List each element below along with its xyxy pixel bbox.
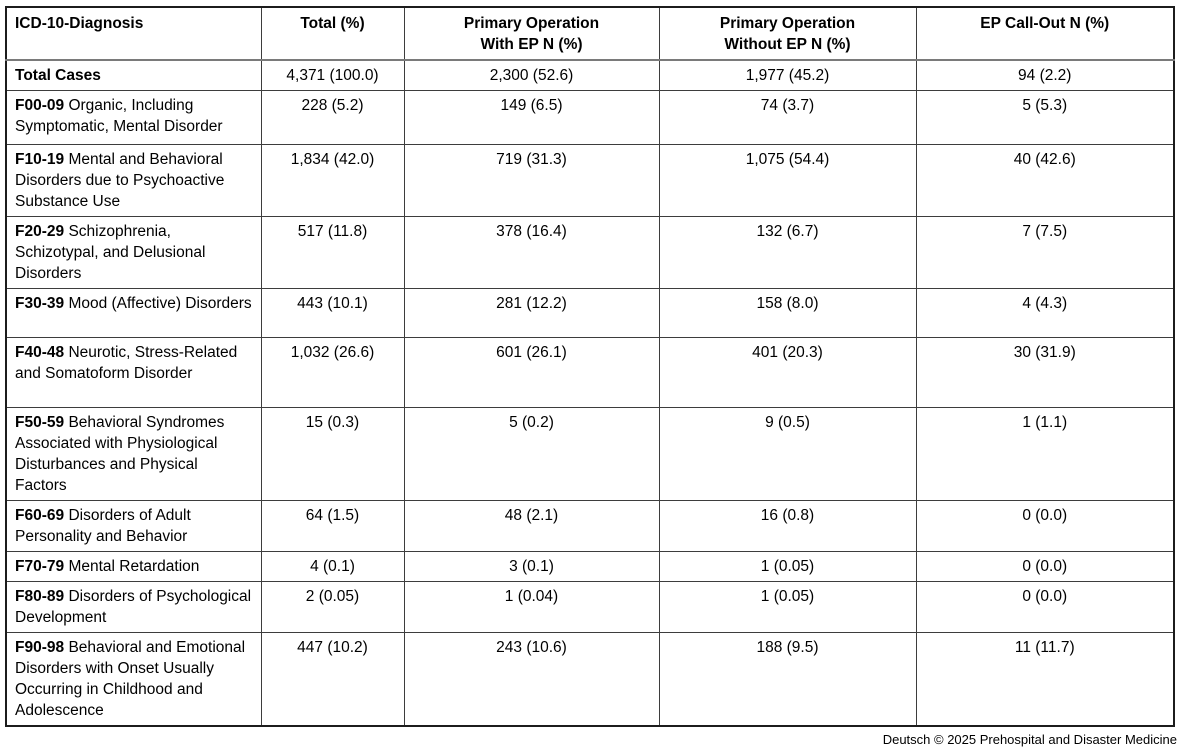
without-ep-cell: 9 (0.5) [658,407,917,501]
diagnosis-cell: F40-48 Neurotic, Stress-Related and Soma… [5,337,262,408]
diagnosis-cell: F20-29 Schizophrenia, Schizotypal, and D… [5,216,262,289]
diagnosis-label: Schizophrenia, Schizotypal, and Delusion… [15,223,206,282]
ep-callout-cell: 0 (0.0) [915,551,1175,582]
with-ep-cell: 1 (0.04) [403,581,660,633]
diagnosis-label: Mood (Affective) Disorders [68,295,252,312]
diagnosis-cell: F70-79 Mental Retardation [5,551,262,582]
total-cell: 15 (0.3) [260,407,405,501]
total-cell: 447 (10.2) [260,632,405,727]
icd-code: F20-29 [15,223,65,240]
ep-callout-cell: 7 (7.5) [915,216,1175,289]
with-ep-cell: 2,300 (52.6) [403,59,660,91]
diagnosis-cell: F80-89 Disorders of Psychological Develo… [5,581,262,633]
icd-code: F00-09 [15,97,65,114]
column-header-total: Total (%) [260,6,405,61]
diagnosis-cell: F90-98 Behavioral and Emotional Disorder… [5,632,262,727]
column-header-ep-callout: EP Call-Out N (%) [915,6,1175,61]
total-cell: 4 (0.1) [260,551,405,582]
without-ep-cell: 1,075 (54.4) [658,144,917,217]
without-ep-cell: 1 (0.05) [658,581,917,633]
without-ep-cell: 1 (0.05) [658,551,917,582]
total-cell: 517 (11.8) [260,216,405,289]
ep-callout-cell: 30 (31.9) [915,337,1175,408]
with-ep-cell: 378 (16.4) [403,216,660,289]
total-cell: 1,032 (26.6) [260,337,405,408]
diagnosis-label: Mental and Behavioral Disorders due to P… [15,151,225,210]
table-row-f00-09: F00-09 Organic, Including Symptomatic, M… [5,90,1175,145]
icd-code: F80-89 [15,588,65,605]
ep-callout-cell: 11 (11.7) [915,632,1175,727]
table-row-f80-89: F80-89 Disorders of Psychological Develo… [5,581,1175,633]
with-ep-cell: 3 (0.1) [403,551,660,582]
total-cell: 228 (5.2) [260,90,405,145]
table-row-f70-79: F70-79 Mental Retardation 4 (0.1) 3 (0.1… [5,551,1175,582]
diagnosis-label: Mental Retardation [68,558,200,575]
diagnosis-label: Behavioral and Emotional Disorders with … [15,639,246,719]
ep-callout-cell: 0 (0.0) [915,500,1175,552]
with-ep-cell: 243 (10.6) [403,632,660,727]
diagnosis-cell: F00-09 Organic, Including Symptomatic, M… [5,90,262,145]
table-row-f50-59: F50-59 Behavioral Syndromes Associated w… [5,407,1175,501]
icd-code: Total Cases [15,67,101,84]
diagnosis-cell: F60-69 Disorders of Adult Personality an… [5,500,262,552]
column-header-without-ep: Primary Operation Without EP N (%) [658,6,917,61]
diagnosis-label: Organic, Including Symptomatic, Mental D… [15,97,223,135]
table-row-f40-48: F40-48 Neurotic, Stress-Related and Soma… [5,337,1175,408]
diagnosis-label: Disorders of Psychological Development [15,588,252,626]
ep-callout-cell: 94 (2.2) [915,59,1175,91]
with-ep-cell: 281 (12.2) [403,288,660,338]
copyright-credit: Deutsch © 2025 Prehospital and Disaster … [882,732,1177,747]
without-ep-cell: 1,977 (45.2) [658,59,917,91]
icd-code: F60-69 [15,507,65,524]
ep-callout-cell: 0 (0.0) [915,581,1175,633]
total-cell: 1,834 (42.0) [260,144,405,217]
total-cell: 2 (0.05) [260,581,405,633]
without-ep-cell: 158 (8.0) [658,288,917,338]
without-ep-cell: 132 (6.7) [658,216,917,289]
icd-code: F10-19 [15,151,65,168]
with-ep-cell: 719 (31.3) [403,144,660,217]
column-header-with-ep: Primary Operation With EP N (%) [403,6,660,61]
with-ep-cell: 48 (2.1) [403,500,660,552]
icd-code: F90-98 [15,639,65,656]
total-cell: 64 (1.5) [260,500,405,552]
ep-callout-cell: 40 (42.6) [915,144,1175,217]
without-ep-cell: 74 (3.7) [658,90,917,145]
icd-code: F70-79 [15,558,65,575]
ep-callout-cell: 4 (4.3) [915,288,1175,338]
with-ep-cell: 149 (6.5) [403,90,660,145]
diagnosis-cell: F30-39 Mood (Affective) Disorders [5,288,262,338]
diagnosis-label: Neurotic, Stress-Related and Somatoform … [15,344,238,382]
table-row-f60-69: F60-69 Disorders of Adult Personality an… [5,500,1175,552]
with-ep-cell: 5 (0.2) [403,407,660,501]
ep-callout-cell: 1 (1.1) [915,407,1175,501]
total-cell: 443 (10.1) [260,288,405,338]
diagnosis-cell: Total Cases [5,59,262,91]
diagnosis-cell: F50-59 Behavioral Syndromes Associated w… [5,407,262,501]
table-row-total-cases: Total Cases 4,371 (100.0) 2,300 (52.6) 1… [5,59,1175,91]
icd10-diagnosis-table: ICD-10-Diagnosis Total (%) Primary Opera… [5,6,1175,727]
table-row-f30-39: F30-39 Mood (Affective) Disorders 443 (1… [5,288,1175,338]
without-ep-cell: 188 (9.5) [658,632,917,727]
icd-code: F40-48 [15,344,65,361]
table-row-f90-98: F90-98 Behavioral and Emotional Disorder… [5,632,1175,727]
diagnosis-label: Behavioral Syndromes Associated with Phy… [15,414,225,494]
diagnosis-cell: F10-19 Mental and Behavioral Disorders d… [5,144,262,217]
table-row-f10-19: F10-19 Mental and Behavioral Disorders d… [5,144,1175,217]
header-row: ICD-10-Diagnosis Total (%) Primary Opera… [5,6,1175,61]
ep-callout-cell: 5 (5.3) [915,90,1175,145]
icd-code: F30-39 [15,295,65,312]
with-ep-cell: 601 (26.1) [403,337,660,408]
table-row-f20-29: F20-29 Schizophrenia, Schizotypal, and D… [5,216,1175,289]
icd-code: F50-59 [15,414,65,431]
without-ep-cell: 16 (0.8) [658,500,917,552]
diagnosis-label: Disorders of Adult Personality and Behav… [15,507,191,545]
column-header-diagnosis: ICD-10-Diagnosis [5,6,262,61]
without-ep-cell: 401 (20.3) [658,337,917,408]
total-cell: 4,371 (100.0) [260,59,405,91]
